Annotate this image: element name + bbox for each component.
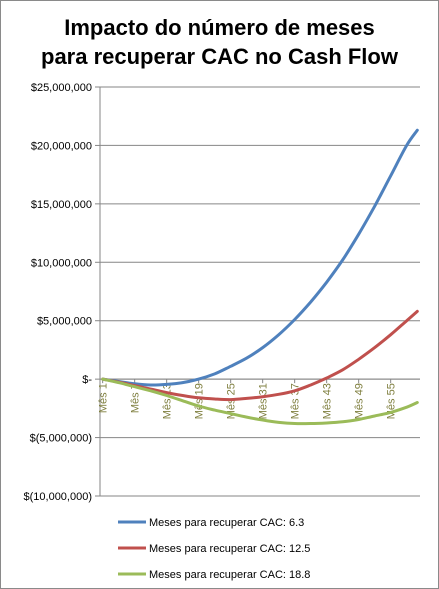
x-tick-label: Mês 7 [130,383,142,413]
chart-title-line-2: para recuperar CAC no Cash Flow [41,44,398,69]
y-tick-label: $(5,000,000) [30,433,92,445]
x-tick-label: Mês 25 [226,383,238,419]
y-tick-label: $- [82,374,92,386]
chart-title: Impacto do número de meses para recupera… [1,13,438,71]
y-tick-label: $10,000,000 [31,257,92,269]
series-line-2 [101,309,419,402]
y-tick-label: $20,000,000 [31,140,92,152]
x-tick-label: Mês 49 [354,383,366,419]
y-tick-label: $25,000,000 [31,82,92,94]
legend-label-3: Meses para recuperar CAC: 18.8 [149,569,310,581]
y-tick-label: $15,000,000 [31,199,92,211]
y-tick-label: $5,000,000 [37,316,92,328]
x-tick-label: Mês 19 [194,383,206,419]
x-tick-label: Mês 43 [322,383,334,419]
gridlines [100,86,420,497]
chart-title-line-1: Impacto do número de meses [64,15,375,40]
y-tick-label: $(10,000,000) [24,491,93,503]
legend: Meses para recuperar CAC: 6.3 Meses para … [118,517,310,581]
legend-label-1: Meses para recuperar CAC: 6.3 [149,517,304,529]
x-axis-ticks: Mês 1 Mês 7 Mês 13 Mês 19 Mês 25 Mês 31 Mês 37… [98,379,398,419]
y-axis-ticks: $25,000,000 $20,000,000 $15,000,000 $10,000… [24,82,100,503]
x-tick-label: Mês 31 [258,383,270,419]
x-tick-label: Mês 13 [162,383,174,419]
x-tick-label: Mês 1 [98,383,110,413]
legend-label-2: Meses para recuperar CAC: 12.5 [149,543,310,555]
series-line-1 [101,128,419,387]
series-line-3 [101,377,419,426]
series-lines [101,128,419,426]
